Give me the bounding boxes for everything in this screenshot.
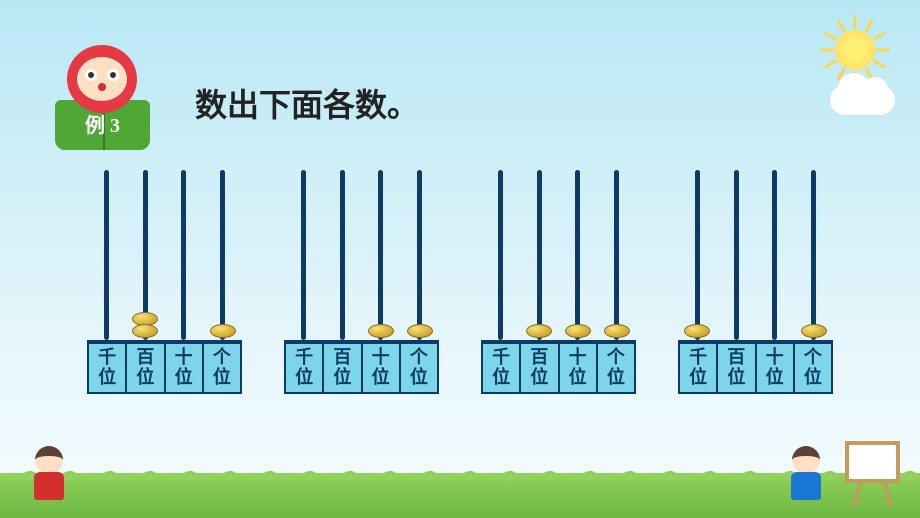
bead [684, 324, 710, 338]
rod [772, 170, 777, 340]
kid-left-decoration [25, 446, 73, 506]
place-label: 个位 [401, 344, 437, 392]
place-label: 十位 [560, 344, 598, 392]
easel-decoration [845, 441, 900, 506]
abacus-2: 千位百位十位个位 [481, 170, 636, 394]
character-face-icon [67, 45, 137, 113]
rod-column [323, 170, 362, 340]
rod [340, 170, 345, 340]
cloud-decoration [830, 85, 895, 115]
rod-column [126, 170, 165, 340]
abacus-row: 千位百位十位个位千位百位十位个位千位百位十位个位千位百位十位个位 [0, 170, 920, 394]
kid-right-decoration [782, 446, 830, 506]
bead [407, 324, 433, 338]
rod [614, 170, 619, 340]
place-label: 个位 [795, 344, 831, 392]
bead [210, 324, 236, 338]
place-label: 千位 [483, 344, 521, 392]
rod [104, 170, 109, 340]
place-label: 百位 [127, 344, 165, 392]
place-label: 百位 [718, 344, 756, 392]
rod [498, 170, 503, 340]
rod-column [481, 170, 520, 340]
place-label: 十位 [166, 344, 204, 392]
place-label: 千位 [680, 344, 718, 392]
bead [526, 324, 552, 338]
bead [132, 324, 158, 338]
rod-column [717, 170, 756, 340]
abacus-3: 千位百位十位个位 [678, 170, 833, 394]
place-label: 千位 [286, 344, 324, 392]
rod-column [87, 170, 126, 340]
bead [604, 324, 630, 338]
rod [734, 170, 739, 340]
place-label: 百位 [324, 344, 362, 392]
place-label: 十位 [363, 344, 401, 392]
page-title: 数出下面各数。 [195, 80, 419, 126]
place-label: 个位 [204, 344, 240, 392]
rod [695, 170, 700, 340]
rod [220, 170, 225, 340]
rod-column [756, 170, 795, 340]
abacus-1: 千位百位十位个位 [284, 170, 439, 394]
rod-column [678, 170, 717, 340]
place-label: 百位 [521, 344, 559, 392]
rod-column [362, 170, 401, 340]
badge-label: 例 3 [55, 109, 150, 138]
rod-column [794, 170, 833, 340]
place-label: 十位 [757, 344, 795, 392]
rod-column [559, 170, 598, 340]
sun-body [835, 30, 875, 70]
bead [368, 324, 394, 338]
rod-column [203, 170, 242, 340]
rod-column [284, 170, 323, 340]
rod-column [597, 170, 636, 340]
rod [575, 170, 580, 340]
rod [181, 170, 186, 340]
place-label: 千位 [89, 344, 127, 392]
rod [811, 170, 816, 340]
rod [537, 170, 542, 340]
rod-column [165, 170, 204, 340]
place-label: 个位 [598, 344, 634, 392]
example-badge: 例 3 [55, 45, 150, 150]
bead [801, 324, 827, 338]
rod-column [400, 170, 439, 340]
rod [378, 170, 383, 340]
rod [417, 170, 422, 340]
rod-column [520, 170, 559, 340]
bead [565, 324, 591, 338]
rod [301, 170, 306, 340]
abacus-0: 千位百位十位个位 [87, 170, 242, 394]
